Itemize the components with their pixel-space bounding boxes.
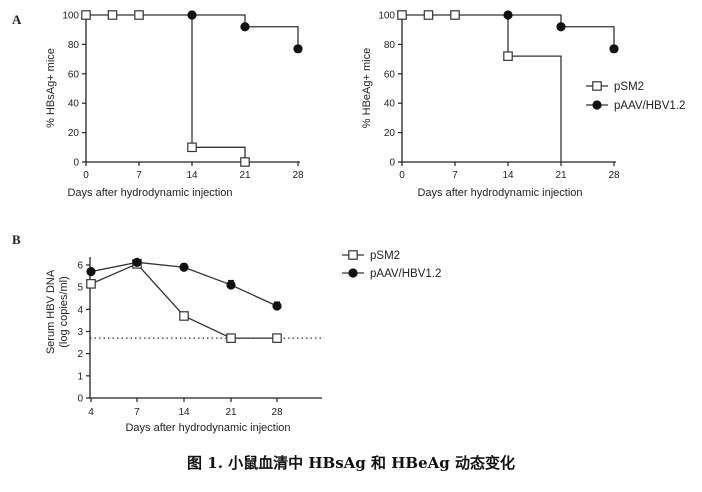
data-point bbox=[609, 44, 619, 54]
data-point bbox=[423, 10, 434, 20]
axis-lines bbox=[89, 257, 322, 399]
series-line bbox=[192, 14, 299, 49]
x-tick-label: 21 bbox=[555, 170, 567, 181]
x-tick-label: 7 bbox=[452, 170, 458, 181]
data-point bbox=[187, 142, 197, 153]
data-point bbox=[134, 10, 144, 20]
data-point bbox=[187, 10, 197, 20]
y-tick-label: 1 bbox=[77, 371, 83, 382]
x-tick-label: 0 bbox=[399, 170, 405, 181]
data-point bbox=[179, 311, 189, 321]
data-point bbox=[86, 267, 96, 277]
y-tick-label: 80 bbox=[68, 40, 80, 51]
x-tick-label: 28 bbox=[608, 170, 620, 181]
panel-letter-b: B bbox=[12, 232, 21, 247]
y-tick-label: 5 bbox=[77, 283, 83, 294]
y-tick-label: 40 bbox=[384, 99, 396, 110]
axis-lines bbox=[401, 13, 616, 163]
x-tick-label: 14 bbox=[502, 170, 514, 181]
y-axis-title: Serum HBV DNA bbox=[45, 269, 57, 354]
figure-caption: 图 1. 小鼠血清中 HBsAg 和 HBeAg 动态变化 bbox=[187, 454, 515, 472]
x-tick-label: 7 bbox=[136, 170, 142, 181]
legend-label: pAAV/HBV1.2 bbox=[370, 268, 441, 280]
chart-hbsag: A Days after hydrodynamic injection % HB… bbox=[12, 10, 304, 199]
panel-letter-a: A bbox=[12, 12, 22, 27]
y-tick-label: 6 bbox=[77, 261, 83, 272]
data-point bbox=[592, 100, 602, 110]
series-line bbox=[86, 14, 246, 162]
chart-hbeag: Days after hydrodynamic injection % HBeA… bbox=[361, 10, 685, 199]
x-tick-label: 21 bbox=[225, 407, 237, 418]
y-tick-label: 100 bbox=[378, 11, 395, 22]
series-line bbox=[508, 14, 615, 49]
data-point bbox=[81, 10, 91, 20]
x-tick-label: 0 bbox=[83, 170, 89, 181]
data-point bbox=[293, 44, 303, 54]
y-tick-label: 0 bbox=[389, 158, 395, 169]
y-tick-label: 2 bbox=[77, 349, 83, 360]
data-point bbox=[240, 157, 250, 167]
data-point bbox=[272, 333, 282, 343]
y-tick-label: 60 bbox=[384, 69, 396, 80]
axis-lines bbox=[85, 13, 300, 163]
y-tick-label: 4 bbox=[77, 305, 83, 316]
data-point bbox=[226, 280, 236, 290]
series-line bbox=[90, 263, 277, 339]
y-tick-label: 0 bbox=[77, 394, 83, 405]
series-psm2 bbox=[81, 10, 250, 167]
legend-label: pSM2 bbox=[614, 81, 644, 93]
data-point bbox=[240, 22, 250, 32]
data-point bbox=[556, 22, 566, 32]
series-paav-hbv1-2 bbox=[187, 10, 303, 54]
data-point bbox=[132, 257, 142, 267]
data-point bbox=[503, 10, 513, 20]
y-tick-label: 100 bbox=[62, 11, 79, 22]
series-psm2 bbox=[397, 10, 562, 162]
series-paav-hbv1-2 bbox=[503, 10, 619, 54]
series-paav-hbv1-2 bbox=[86, 257, 282, 311]
x-axis-title: Days after hydrodynamic injection bbox=[67, 187, 232, 199]
y-tick-label: 40 bbox=[68, 99, 80, 110]
data-point bbox=[348, 250, 358, 260]
x-tick-label: 4 bbox=[88, 407, 94, 418]
y-axis-title-units: (log copies/ml) bbox=[58, 276, 70, 348]
x-tick-label: 28 bbox=[292, 170, 304, 181]
data-point bbox=[450, 10, 460, 20]
y-tick-label: 0 bbox=[73, 158, 79, 169]
y-tick-label: 20 bbox=[68, 128, 80, 139]
x-tick-label: 14 bbox=[186, 170, 198, 181]
series-line bbox=[402, 14, 562, 162]
data-point bbox=[348, 268, 358, 278]
series-psm2 bbox=[86, 259, 282, 343]
x-axis-title: Days after hydrodynamic injection bbox=[417, 187, 582, 199]
y-tick-label: 20 bbox=[384, 128, 396, 139]
x-tick-label: 14 bbox=[178, 407, 190, 418]
figure: A Days after hydrodynamic injection % HB… bbox=[12, 10, 685, 434]
y-axis-title: % HBeAg+ mice bbox=[361, 48, 373, 128]
y-tick-label: 80 bbox=[384, 40, 396, 51]
data-point bbox=[226, 333, 236, 343]
y-tick-label: 3 bbox=[77, 327, 83, 338]
y-tick-label: 60 bbox=[68, 69, 80, 80]
data-point bbox=[179, 262, 189, 272]
x-tick-label: 28 bbox=[271, 407, 283, 418]
legend-label: pAAV/HBV1.2 bbox=[614, 100, 685, 112]
x-tick-label: 7 bbox=[134, 407, 140, 418]
legend-label: pSM2 bbox=[370, 250, 400, 262]
x-tick-label: 21 bbox=[239, 170, 251, 181]
y-axis-title: % HBsAg+ mice bbox=[45, 48, 57, 128]
chart-hbv-dna: B Days after hydrodynamic injection Seru… bbox=[12, 232, 441, 434]
data-point bbox=[397, 10, 407, 20]
data-point bbox=[86, 279, 96, 289]
data-point bbox=[503, 51, 513, 61]
data-point bbox=[592, 81, 602, 91]
x-axis-title: Days after hydrodynamic injection bbox=[125, 422, 290, 434]
data-point bbox=[272, 301, 282, 311]
data-point bbox=[107, 10, 118, 20]
